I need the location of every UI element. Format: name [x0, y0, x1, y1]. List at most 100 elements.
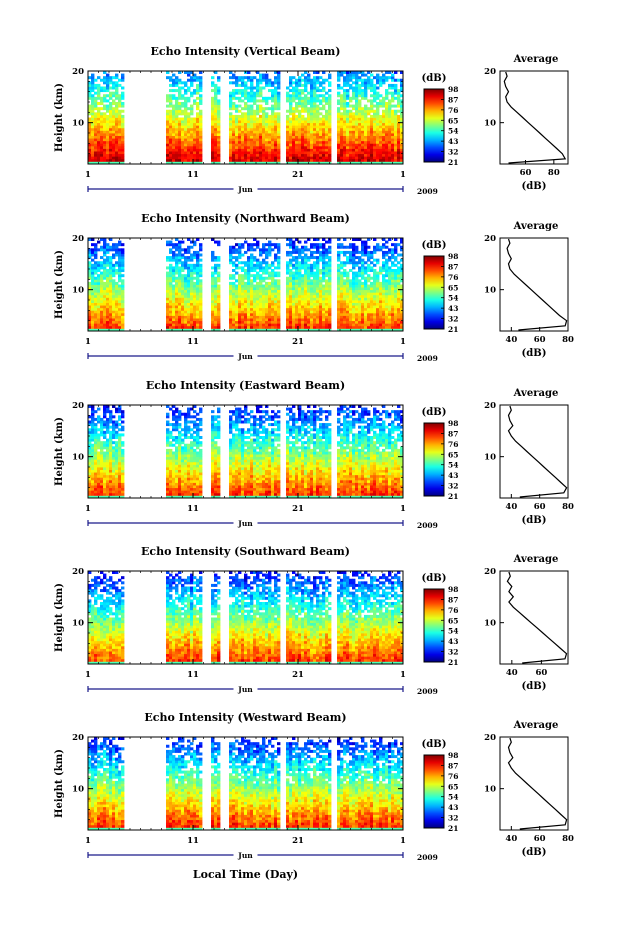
y-axis-label: Height (km)	[54, 583, 65, 652]
colorbar-tick-label: 32	[448, 315, 458, 324]
colorbar-tick-label: 32	[448, 482, 458, 491]
panel-title: Echo Intensity (Eastward Beam)	[146, 379, 345, 392]
colorbar-tick-label: 76	[448, 772, 458, 781]
average-x-tick-label: 80	[562, 502, 574, 512]
year-label: 2009	[417, 521, 438, 530]
average-x-label: (dB)	[522, 515, 547, 526]
heatmap	[88, 737, 404, 831]
average-x-tick-label: 40	[505, 834, 517, 844]
colorbar-tick-label: 98	[448, 751, 458, 760]
average-y-tick-label: 20	[484, 67, 496, 77]
colorbar-tick-label: 87	[448, 95, 458, 104]
average-profile-line	[506, 238, 568, 331]
colorbar-tick-label: 76	[448, 106, 458, 115]
average-x-tick-label: 40	[505, 335, 517, 345]
average-title: Average	[513, 221, 559, 232]
average-frame	[499, 70, 569, 165]
colorbar-unit: (dB)	[422, 73, 447, 84]
average-x-label: (dB)	[522, 681, 547, 692]
x-tick-label: 1	[400, 504, 406, 514]
average-y-tick-label: 20	[484, 733, 496, 743]
colorbar-tick-label: 43	[448, 137, 458, 146]
x-tick-label: 1	[85, 670, 91, 680]
colorbar-unit: (dB)	[422, 240, 447, 251]
colorbar-tick-label: 54	[448, 461, 458, 470]
x-tick-label: 21	[292, 504, 304, 514]
x-tick-label: 11	[187, 504, 199, 514]
average-title: Average	[513, 54, 559, 65]
colorbar	[423, 88, 445, 163]
average-x-tick-label: 60	[520, 168, 532, 178]
colorbar-unit: (dB)	[422, 573, 447, 584]
average-profile-line	[506, 571, 568, 664]
colorbar-tick-label: 43	[448, 471, 458, 480]
heatmap	[88, 238, 404, 332]
colorbar-tick-label: 87	[448, 595, 458, 604]
colorbar-tick-label: 43	[448, 637, 458, 646]
colorbar-tick-label: 76	[448, 606, 458, 615]
average-frame	[499, 736, 569, 831]
x-tick-label: 11	[187, 836, 199, 846]
year-label: 2009	[417, 687, 438, 696]
average-profile-line	[507, 737, 568, 830]
colorbar-tick-label: 65	[448, 283, 458, 292]
average-y-tick-label: 10	[484, 119, 496, 129]
panel-3: Echo Intensity (Southward Beam) Height (k…	[54, 545, 569, 696]
average-x-tick-label: 80	[562, 834, 574, 844]
average-x-tick-label: 60	[534, 502, 546, 512]
x-tick-label: 1	[400, 170, 406, 180]
colorbar-tick-label: 87	[448, 429, 458, 438]
colorbar-tick-label: 65	[448, 116, 458, 125]
colorbar-tick-label: 87	[448, 761, 458, 770]
colorbar-tick-label: 21	[448, 325, 458, 334]
average-y-tick-label: 10	[484, 785, 496, 795]
average-y-tick-label: 10	[484, 286, 496, 296]
x-tick-label: 1	[85, 836, 91, 846]
y-tick-label: 20	[72, 401, 84, 411]
y-tick-label: 20	[72, 567, 84, 577]
colorbar-tick-label: 54	[448, 294, 458, 303]
y-tick-label: 10	[72, 619, 84, 629]
y-axis-label: Height (km)	[54, 250, 65, 319]
y-tick-label: 10	[72, 119, 84, 129]
colorbar-tick-label: 98	[448, 585, 458, 594]
average-x-tick-label: 40	[505, 502, 517, 512]
month-label: Jun	[237, 519, 253, 528]
colorbar-tick-label: 65	[448, 782, 458, 791]
y-axis-label: Height (km)	[54, 83, 65, 152]
average-title: Average	[513, 720, 559, 731]
colorbar-tick-label: 21	[448, 824, 458, 833]
average-profile-line	[507, 405, 568, 498]
average-y-tick-label: 10	[484, 453, 496, 463]
x-tick-label: 21	[292, 170, 304, 180]
x-tick-label: 21	[292, 670, 304, 680]
colorbar-tick-label: 54	[448, 627, 458, 636]
colorbar	[423, 255, 445, 330]
heatmap	[88, 71, 404, 165]
panel-title: Echo Intensity (Westward Beam)	[144, 711, 346, 724]
x-tick-label: 11	[187, 337, 199, 347]
x-tick-label: 1	[85, 170, 91, 180]
panel-0: Echo Intensity (Vertical Beam) Height (km…	[54, 45, 569, 196]
y-tick-label: 10	[72, 785, 84, 795]
colorbar-tick-label: 43	[448, 803, 458, 812]
colorbar-tick-label: 76	[448, 273, 458, 282]
colorbar-tick-label: 43	[448, 304, 458, 313]
panel-title: Echo Intensity (Northward Beam)	[141, 212, 350, 225]
average-y-tick-label: 20	[484, 567, 496, 577]
panel-title: Echo Intensity (Vertical Beam)	[150, 45, 340, 58]
colorbar-unit: (dB)	[422, 407, 447, 418]
heatmap	[88, 571, 404, 665]
x-tick-label: 1	[400, 836, 406, 846]
x-tick-label: 11	[187, 670, 199, 680]
panel-2: Echo Intensity (Eastward Beam) Height (km…	[54, 379, 574, 530]
y-tick-label: 20	[72, 67, 84, 77]
year-label: 2009	[417, 853, 438, 862]
average-y-tick-label: 10	[484, 619, 496, 629]
average-x-tick-label: 60	[534, 834, 546, 844]
x-tick-label: 1	[85, 504, 91, 514]
average-x-tick-label: 80	[562, 335, 574, 345]
y-axis-label: Height (km)	[54, 417, 65, 486]
x-axis-label: Local Time (Day)	[193, 868, 298, 881]
average-title: Average	[513, 554, 559, 565]
